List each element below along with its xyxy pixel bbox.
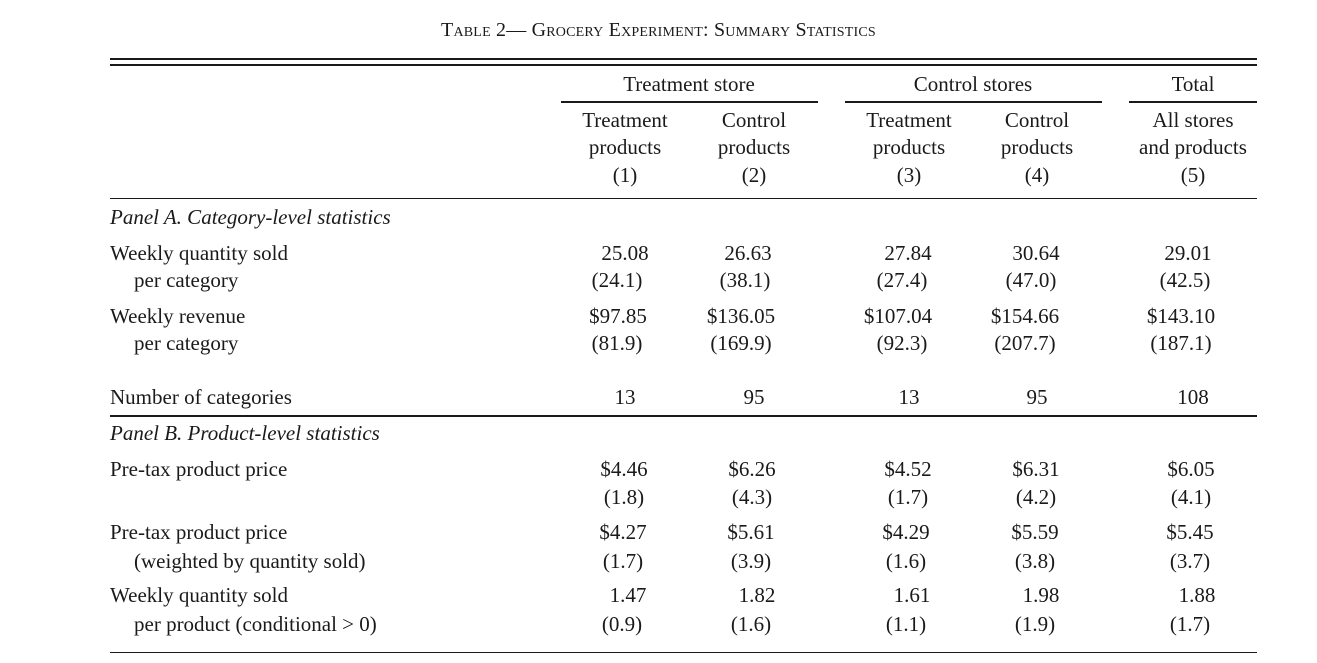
se-cell: (187.1): [1150, 331, 1212, 355]
value-cell: 29.01: [1164, 241, 1212, 265]
value-cell: $6.05: [1167, 457, 1215, 481]
bottom-rule: [110, 652, 1257, 653]
se-cell: (27.4): [876, 268, 928, 292]
value-cell: $4.29: [882, 520, 930, 544]
header-rule: [110, 198, 1257, 199]
se-cell: (47.0): [1005, 268, 1057, 292]
value-cell: 13: [898, 385, 920, 409]
se-cell: (4.3): [731, 485, 773, 509]
value-cell: $4.46: [600, 457, 648, 481]
value-cell: $6.31: [1012, 457, 1060, 481]
row-label: Pre-tax product price: [110, 520, 288, 544]
group-header-control-stores: Control stores: [913, 72, 1033, 96]
top-rule-second: [110, 64, 1257, 66]
column-number: (3): [896, 163, 922, 187]
se-cell: (1.7): [1169, 612, 1211, 636]
column-header-line2: products: [872, 135, 946, 159]
column-header-line1: All stores: [1152, 108, 1234, 132]
row-label-continued: (weighted by quantity sold): [134, 549, 366, 573]
value-cell: 27.84: [884, 241, 932, 265]
value-cell: 1.98: [1022, 583, 1060, 607]
value-cell: $154.66: [990, 304, 1060, 328]
value-cell: $5.59: [1011, 520, 1059, 544]
value-cell: 1.82: [738, 583, 776, 607]
value-cell: 1.88: [1178, 583, 1216, 607]
value-cell: 95: [1026, 385, 1048, 409]
se-cell: (3.9): [730, 549, 772, 573]
value-cell: 13: [614, 385, 636, 409]
row-label-continued: per product (conditional > 0): [134, 612, 377, 636]
top-rule: [110, 58, 1257, 60]
group-header-treatment-store: Treatment store: [623, 72, 755, 96]
se-cell: (4.2): [1015, 485, 1057, 509]
se-cell: (1.6): [885, 549, 927, 573]
se-cell: (42.5): [1159, 268, 1211, 292]
row-label-continued: per category: [134, 331, 239, 355]
se-cell: (24.1): [591, 268, 643, 292]
se-cell: (4.1): [1170, 485, 1212, 509]
table-caption: Table 2— Grocery Experiment: Summary Sta…: [441, 19, 876, 41]
value-cell: 30.64: [1012, 241, 1060, 265]
row-label: Number of categories: [110, 385, 292, 409]
panel-b-title: Panel B. Product-level statistics: [110, 421, 380, 445]
row-label: Weekly revenue: [110, 304, 246, 328]
value-cell: $143.10: [1146, 304, 1216, 328]
value-cell: $6.26: [728, 457, 776, 481]
se-cell: (1.8): [603, 485, 645, 509]
row-label-continued: per category: [134, 268, 239, 292]
se-cell: (3.7): [1169, 549, 1211, 573]
se-cell: (169.9): [710, 331, 772, 355]
se-cell: (92.3): [876, 331, 928, 355]
column-number: (5): [1180, 163, 1206, 187]
column-header-line2: products: [717, 135, 791, 159]
panel-divider-rule: [110, 415, 1257, 417]
se-cell: (1.7): [602, 549, 644, 573]
group-header-total: Total: [1171, 72, 1215, 96]
se-cell: (81.9): [591, 331, 643, 355]
se-cell: (1.9): [1014, 612, 1056, 636]
column-header-line2: products: [588, 135, 662, 159]
column-header-line1: Treatment: [582, 108, 668, 132]
column-header-line1: Treatment: [866, 108, 952, 132]
row-label: Pre-tax product price: [110, 457, 288, 481]
column-header-line1: Control: [1004, 108, 1070, 132]
value-cell: 108: [1177, 385, 1209, 409]
se-cell: (1.7): [887, 485, 929, 509]
row-label: Weekly quantity sold: [110, 583, 288, 607]
value-cell: $5.61: [727, 520, 775, 544]
se-cell: (38.1): [719, 268, 771, 292]
column-number: (2): [741, 163, 767, 187]
se-cell: (1.1): [885, 612, 927, 636]
group-underline-total: [1129, 101, 1257, 103]
se-cell: (0.9): [601, 612, 643, 636]
value-cell: $97.85: [589, 304, 647, 328]
se-cell: (207.7): [994, 331, 1056, 355]
se-cell: (1.6): [730, 612, 772, 636]
value-cell: $136.05: [706, 304, 776, 328]
row-label: Weekly quantity sold: [110, 241, 288, 265]
value-cell: $5.45: [1166, 520, 1214, 544]
value-cell: 26.63: [724, 241, 772, 265]
value-cell: $107.04: [863, 304, 933, 328]
value-cell: 1.47: [609, 583, 647, 607]
group-underline-control-stores: [845, 101, 1102, 103]
column-number: (4): [1024, 163, 1050, 187]
panel-a-title: Panel A. Category-level statistics: [110, 205, 391, 229]
column-number: (1): [612, 163, 638, 187]
value-cell: 95: [743, 385, 765, 409]
column-header-line2: products: [1000, 135, 1074, 159]
column-header-line1: Control: [721, 108, 787, 132]
se-cell: (3.8): [1014, 549, 1056, 573]
value-cell: $4.52: [884, 457, 932, 481]
value-cell: 1.61: [893, 583, 931, 607]
value-cell: 25.08: [601, 241, 649, 265]
value-cell: $4.27: [599, 520, 647, 544]
group-underline-treatment-store: [561, 101, 818, 103]
column-header-line2: and products: [1139, 135, 1247, 159]
